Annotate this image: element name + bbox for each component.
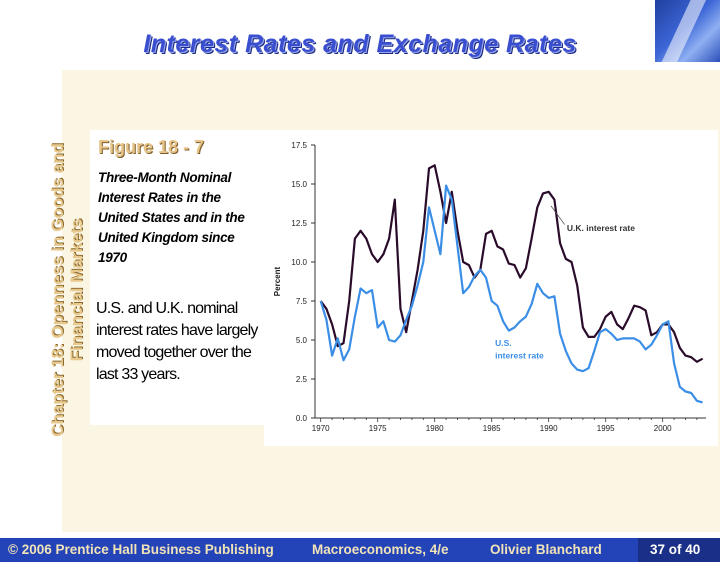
y-tick-label: 0.0 (296, 414, 308, 423)
figure-body-text: U.S. and U.K. nominal interest rates hav… (96, 300, 258, 383)
chart-panel (264, 130, 718, 446)
page-number-box: 37 of 40 (638, 538, 720, 562)
x-tick-label: 2000 (654, 424, 672, 433)
page-number: 37 of 40 (650, 542, 701, 557)
corner-decoration (655, 0, 720, 62)
figure-label: Figure 18 - 7 (98, 137, 205, 157)
y-tick-label: 2.5 (296, 375, 308, 384)
footer-author: Olivier Blanchard (490, 542, 602, 557)
x-tick-label: 1970 (312, 424, 330, 433)
y-tick-label: 12.5 (291, 219, 307, 228)
interest-rate-chart: 0.0 2.5 5.0 7.5 10.0 12.5 15.0 17.5 1970 1975 1980… (273, 141, 706, 433)
y-tick-label: 15.0 (291, 180, 307, 189)
y-axis-label: Percent (273, 266, 282, 296)
chapter-side-title-line2: Financial Markets (67, 218, 86, 362)
figure-caption: Three-Month Nominal Interest Rates in th… (98, 170, 245, 265)
series-line-us (319, 184, 703, 404)
chapter-side-title: Chapter 18: Openness in Goods and Financ… (48, 80, 88, 500)
slide-title: Interest Rates and Exchange Rates (143, 30, 577, 58)
series-line-uk (319, 164, 704, 363)
y-tick-label: 17.5 (291, 141, 307, 150)
figure-text-panel (90, 130, 264, 425)
y-tick-label: 7.5 (296, 297, 308, 306)
footer-bar: © 2006 Prentice Hall Business Publishing… (0, 538, 720, 562)
x-tick-label: 1990 (540, 424, 558, 433)
footer-book: Macroeconomics, 4/e (312, 542, 449, 557)
x-tick-label: 1995 (597, 424, 615, 433)
footer-copyright: © 2006 Prentice Hall Business Publishing (8, 542, 274, 557)
chapter-side-title-line1: Chapter 18: Openness in Goods and (48, 143, 67, 437)
uk-series-label: U.K. interest rate (567, 223, 635, 233)
us-series-label-line2: interest rate (495, 351, 544, 361)
x-tick-label: 1980 (426, 424, 444, 433)
us-series-label-line1: U.S. (495, 338, 512, 348)
y-tick-label: 5.0 (296, 336, 308, 345)
uk-label-pointer (550, 205, 565, 225)
x-tick-label: 1975 (369, 424, 387, 433)
y-tick-label: 10.0 (291, 258, 307, 267)
x-tick-label: 1985 (483, 424, 501, 433)
